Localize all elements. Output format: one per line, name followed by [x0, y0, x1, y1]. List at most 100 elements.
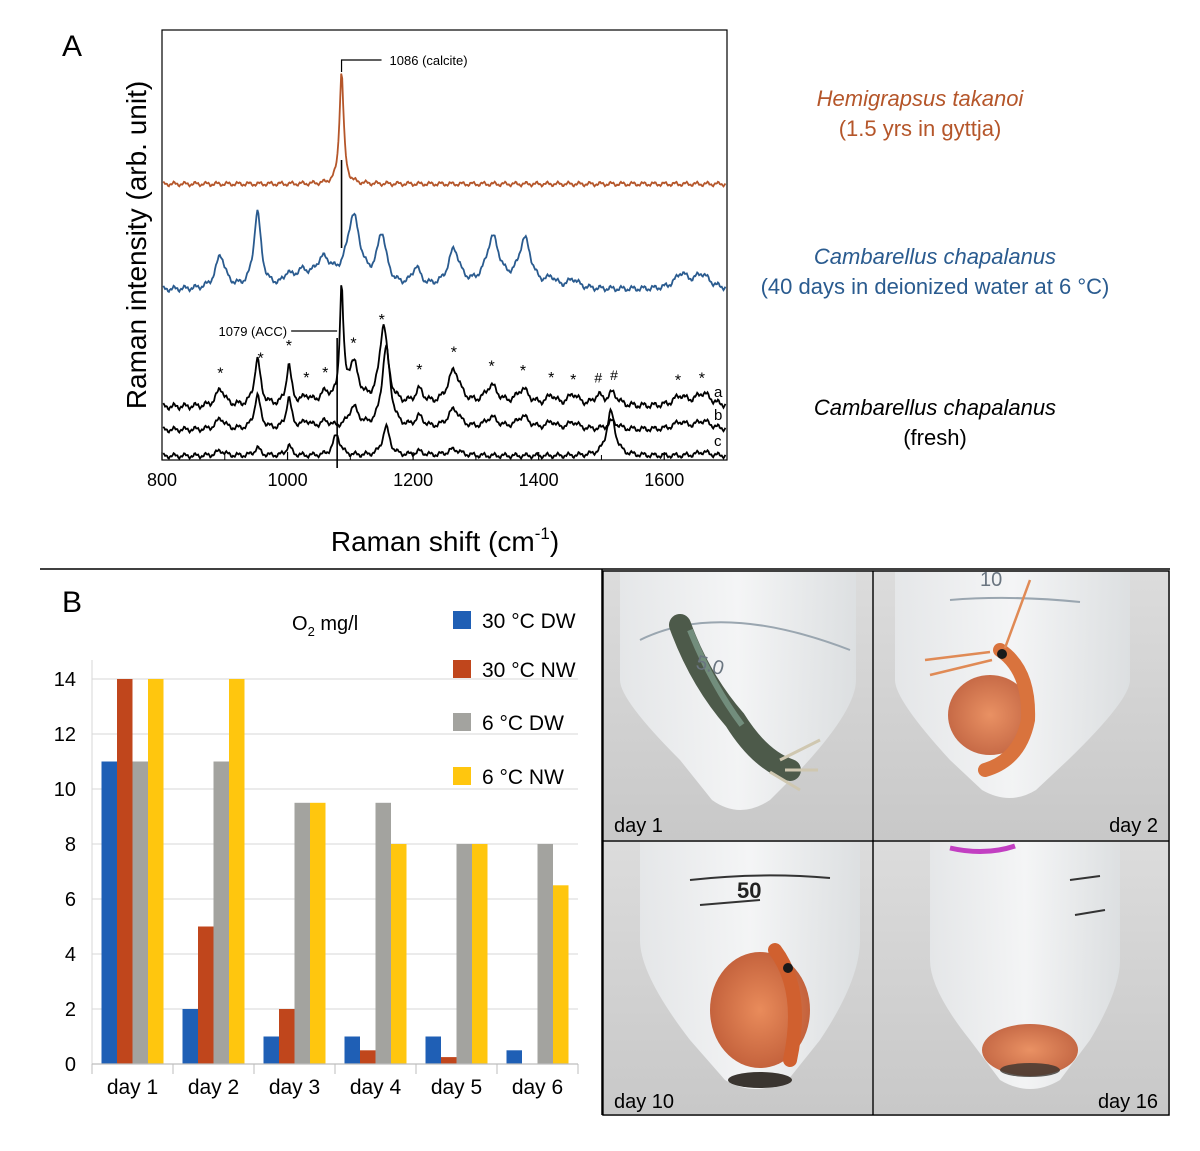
photo-grid-frame: [602, 570, 1170, 1116]
spectrum-trace-fresh-b: [162, 344, 727, 435]
photo-day-10: 50 day 10: [604, 842, 872, 1114]
bar-6-c-dw-day-5: [456, 844, 472, 1064]
spectrum-trace-hemigrapsus: [162, 73, 727, 188]
panel-c: C 5.0 day 1 10 day 2: [602, 569, 1170, 1116]
legend-label: 6 °C DW: [482, 712, 564, 735]
legend-hemigrapsus-name: Hemigrapsus takanoi: [817, 86, 1025, 111]
bar-30-c-dw-day-6: [506, 1050, 522, 1065]
spectrum-x-ticks: 800 1000 1200 1400 1600: [147, 452, 684, 490]
bar-6-c-nw-day-5: [472, 844, 488, 1064]
photo-caption-day-1: day 1: [614, 815, 663, 837]
spectrum-trace-fresh-c: [162, 407, 727, 461]
tube-mark-day-2: 10: [980, 569, 1002, 591]
peak-marker: *: [217, 365, 223, 382]
category-label: day 6: [512, 1076, 563, 1099]
y-tick-label: 6: [65, 889, 76, 911]
x-tick-label: 800: [147, 470, 177, 490]
peak-marker: #: [610, 367, 618, 383]
peak-marker: *: [416, 362, 422, 379]
peak-marker: *: [451, 345, 457, 362]
trace-label-a: a: [714, 384, 723, 401]
photo-day-1: 5.0 day 1: [604, 572, 872, 840]
bar-30-c-nw-day-4: [360, 1050, 376, 1065]
bar-30-c-dw-day-4: [344, 1036, 360, 1064]
bar-6-c-dw-day-4: [375, 802, 391, 1065]
spectrum-series-group: abc: [162, 73, 727, 461]
peak-marker: *: [548, 370, 554, 387]
bar-chart-axes: day 1 day 2 day 3 day 4 day 5 day 6: [91, 1063, 579, 1099]
spectrum-trace-cambarellus-dw: [162, 209, 727, 294]
bar-6-c-nw-day-1: [148, 679, 164, 1064]
bar-6-c-dw-day-2: [213, 761, 229, 1064]
bar-30-c-nw-day-2: [198, 926, 214, 1064]
spectrum-trace-fresh-a: [162, 285, 727, 412]
y-tick-label: 10: [54, 779, 76, 801]
peak-marker: *: [350, 335, 356, 352]
legend-swatch: [453, 660, 471, 678]
bar-6-c-nw-day-3: [310, 802, 326, 1065]
category-label: day 1: [107, 1076, 158, 1099]
bar-30-c-dw-day-2: [182, 1009, 198, 1064]
legend-cambarellus-dw-condition: (40 days in deionized water at 6 °C): [761, 274, 1110, 299]
spectrum-annotations: 1086 (calcite) 1079 (ACC): [219, 53, 468, 468]
photo-day-16: day 16: [874, 842, 1168, 1114]
photo-caption-day-10: day 10: [614, 1091, 674, 1113]
panel-a: A abc 800 1000 1200 1400 1600 * * * * * * * * * * * * * #…: [62, 29, 1110, 557]
x-tick-label: 1200: [393, 470, 433, 490]
x-tick-label: 1600: [644, 470, 684, 490]
panel-b-letter: B: [62, 586, 82, 619]
x-tick-label: 1000: [268, 470, 308, 490]
peak-marker: *: [303, 370, 309, 387]
bar-30-c-dw-day-3: [263, 1036, 279, 1064]
legend-swatch: [453, 713, 471, 731]
photo-caption-day-2: day 2: [1109, 815, 1158, 837]
category-label: day 3: [269, 1076, 320, 1099]
bar-6-c-dw-day-1: [132, 761, 148, 1064]
peak-marker: *: [322, 365, 328, 382]
category-label: day 5: [431, 1076, 482, 1099]
trace-label-b: b: [714, 407, 722, 424]
peak-marker: *: [286, 338, 292, 355]
y-tick-label: 4: [65, 944, 76, 966]
bar-30-c-nw-day-3: [279, 1009, 295, 1064]
peak-marker: *: [257, 351, 263, 368]
bar-6-c-nw-day-6: [553, 885, 569, 1065]
peak-marker: *: [520, 363, 526, 380]
bar-chart-bars: [101, 679, 569, 1065]
y-tick-label: 12: [54, 724, 76, 746]
peak-marker: *: [379, 312, 385, 329]
legend-label: 30 °C DW: [482, 610, 576, 633]
bar-chart-grid: 0 2 4 6 8 10 12 14: [54, 660, 578, 1076]
legend-cambarellus-fresh-name: Cambarellus chapalanus: [814, 395, 1056, 420]
bar-30-c-nw-day-5: [441, 1057, 457, 1064]
peak-marker: *: [488, 358, 494, 375]
y-tick-label: 2: [65, 999, 76, 1021]
bar-6-c-nw-day-4: [391, 844, 407, 1064]
bar-6-c-dw-day-3: [294, 802, 310, 1065]
peak-marker: *: [570, 372, 576, 389]
spectrum-x-axis-label: Raman shift (cm-1): [331, 524, 559, 557]
y-tick-label: 14: [54, 669, 76, 691]
oxygen-unit-label: O2 mg/l: [292, 613, 358, 639]
x-tick-label: 1400: [519, 470, 559, 490]
legend-cambarellus-dw-name: Cambarellus chapalanus: [814, 244, 1056, 269]
category-label: day 2: [188, 1076, 239, 1099]
spectrum-y-axis-label: Raman intensity (arb. unit): [121, 81, 152, 409]
spectrum-plot-frame: [161, 29, 728, 461]
photo-day-2: 10 day 2: [874, 569, 1168, 840]
bar-30-c-dw-day-1: [101, 761, 117, 1064]
bar-30-c-nw-day-1: [117, 679, 133, 1064]
legend-label: 6 °C NW: [482, 766, 564, 789]
peak-marker: #: [594, 370, 602, 386]
bar-30-c-dw-day-5: [425, 1036, 441, 1064]
legend-hemigrapsus-condition: (1.5 yrs in gyttja): [839, 116, 1002, 141]
legend-label: 30 °C NW: [482, 659, 576, 682]
bar-6-c-nw-day-2: [229, 679, 245, 1064]
legend-swatch: [453, 767, 471, 785]
tube-mark-day-10: 50: [737, 878, 761, 903]
y-tick-label: 8: [65, 834, 76, 856]
legend-cambarellus-fresh-condition: (fresh): [903, 425, 967, 450]
peak-marker: *: [675, 372, 681, 389]
legend-swatch: [453, 611, 471, 629]
calcite-leader: [340, 59, 382, 72]
